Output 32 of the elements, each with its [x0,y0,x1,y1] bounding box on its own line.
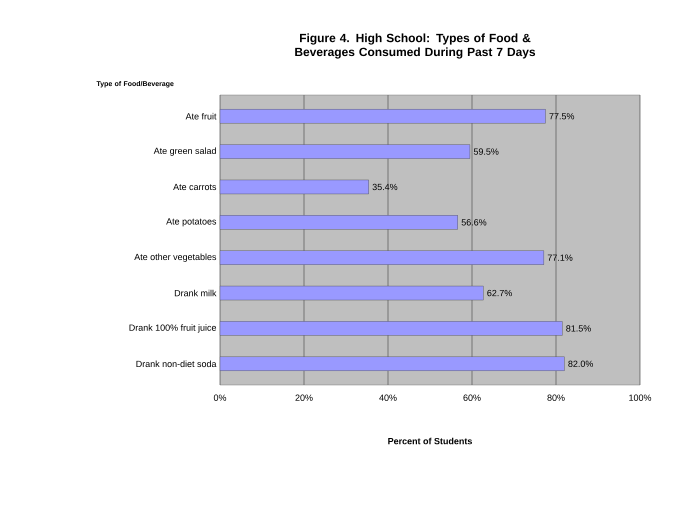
x-tick-label: 100% [629,394,652,401]
bar [220,180,369,194]
data-label: 77.1% [548,254,572,261]
y-tick-label: Ate fruit [186,112,216,120]
y-tick-label: Drank non-diet soda [136,360,216,368]
data-label: 81.5% [566,325,591,332]
data-label: 82.0% [568,360,594,367]
y-tick-label: Ate carrots [173,184,216,190]
data-label: 62.7% [487,290,512,296]
bar [220,356,565,371]
x-tick-label: 80% [547,394,565,401]
y-tick-label: Drank milk [174,290,216,296]
bar [220,321,563,336]
x-tick-label: 60% [463,394,481,401]
y-tick-label: Ate green salad [154,147,216,156]
bar [220,144,470,159]
x-tick-label: 0% [214,394,226,401]
data-label: 35.4% [372,184,398,190]
data-label: 77.5% [549,113,574,120]
x-tick-label: 20% [295,394,313,401]
y-tick-label: Drank 100% fruit juice [130,324,216,333]
bar [220,286,484,300]
bar [220,215,458,230]
x-axis-title: Percent of Students [388,438,472,444]
data-label: 59.5% [474,148,499,155]
chart-title: Figure 4. High School: Types of Food & Beverages Consumed During Past 7 Days [295,33,536,59]
x-tick-label: 40% [379,394,397,401]
data-label: 56.6% [462,219,486,226]
bar [220,250,544,265]
bar [220,109,546,124]
y-tick-label: Ate potatoes [166,218,216,226]
y-tick-label: Ate other vegetables [134,254,216,262]
